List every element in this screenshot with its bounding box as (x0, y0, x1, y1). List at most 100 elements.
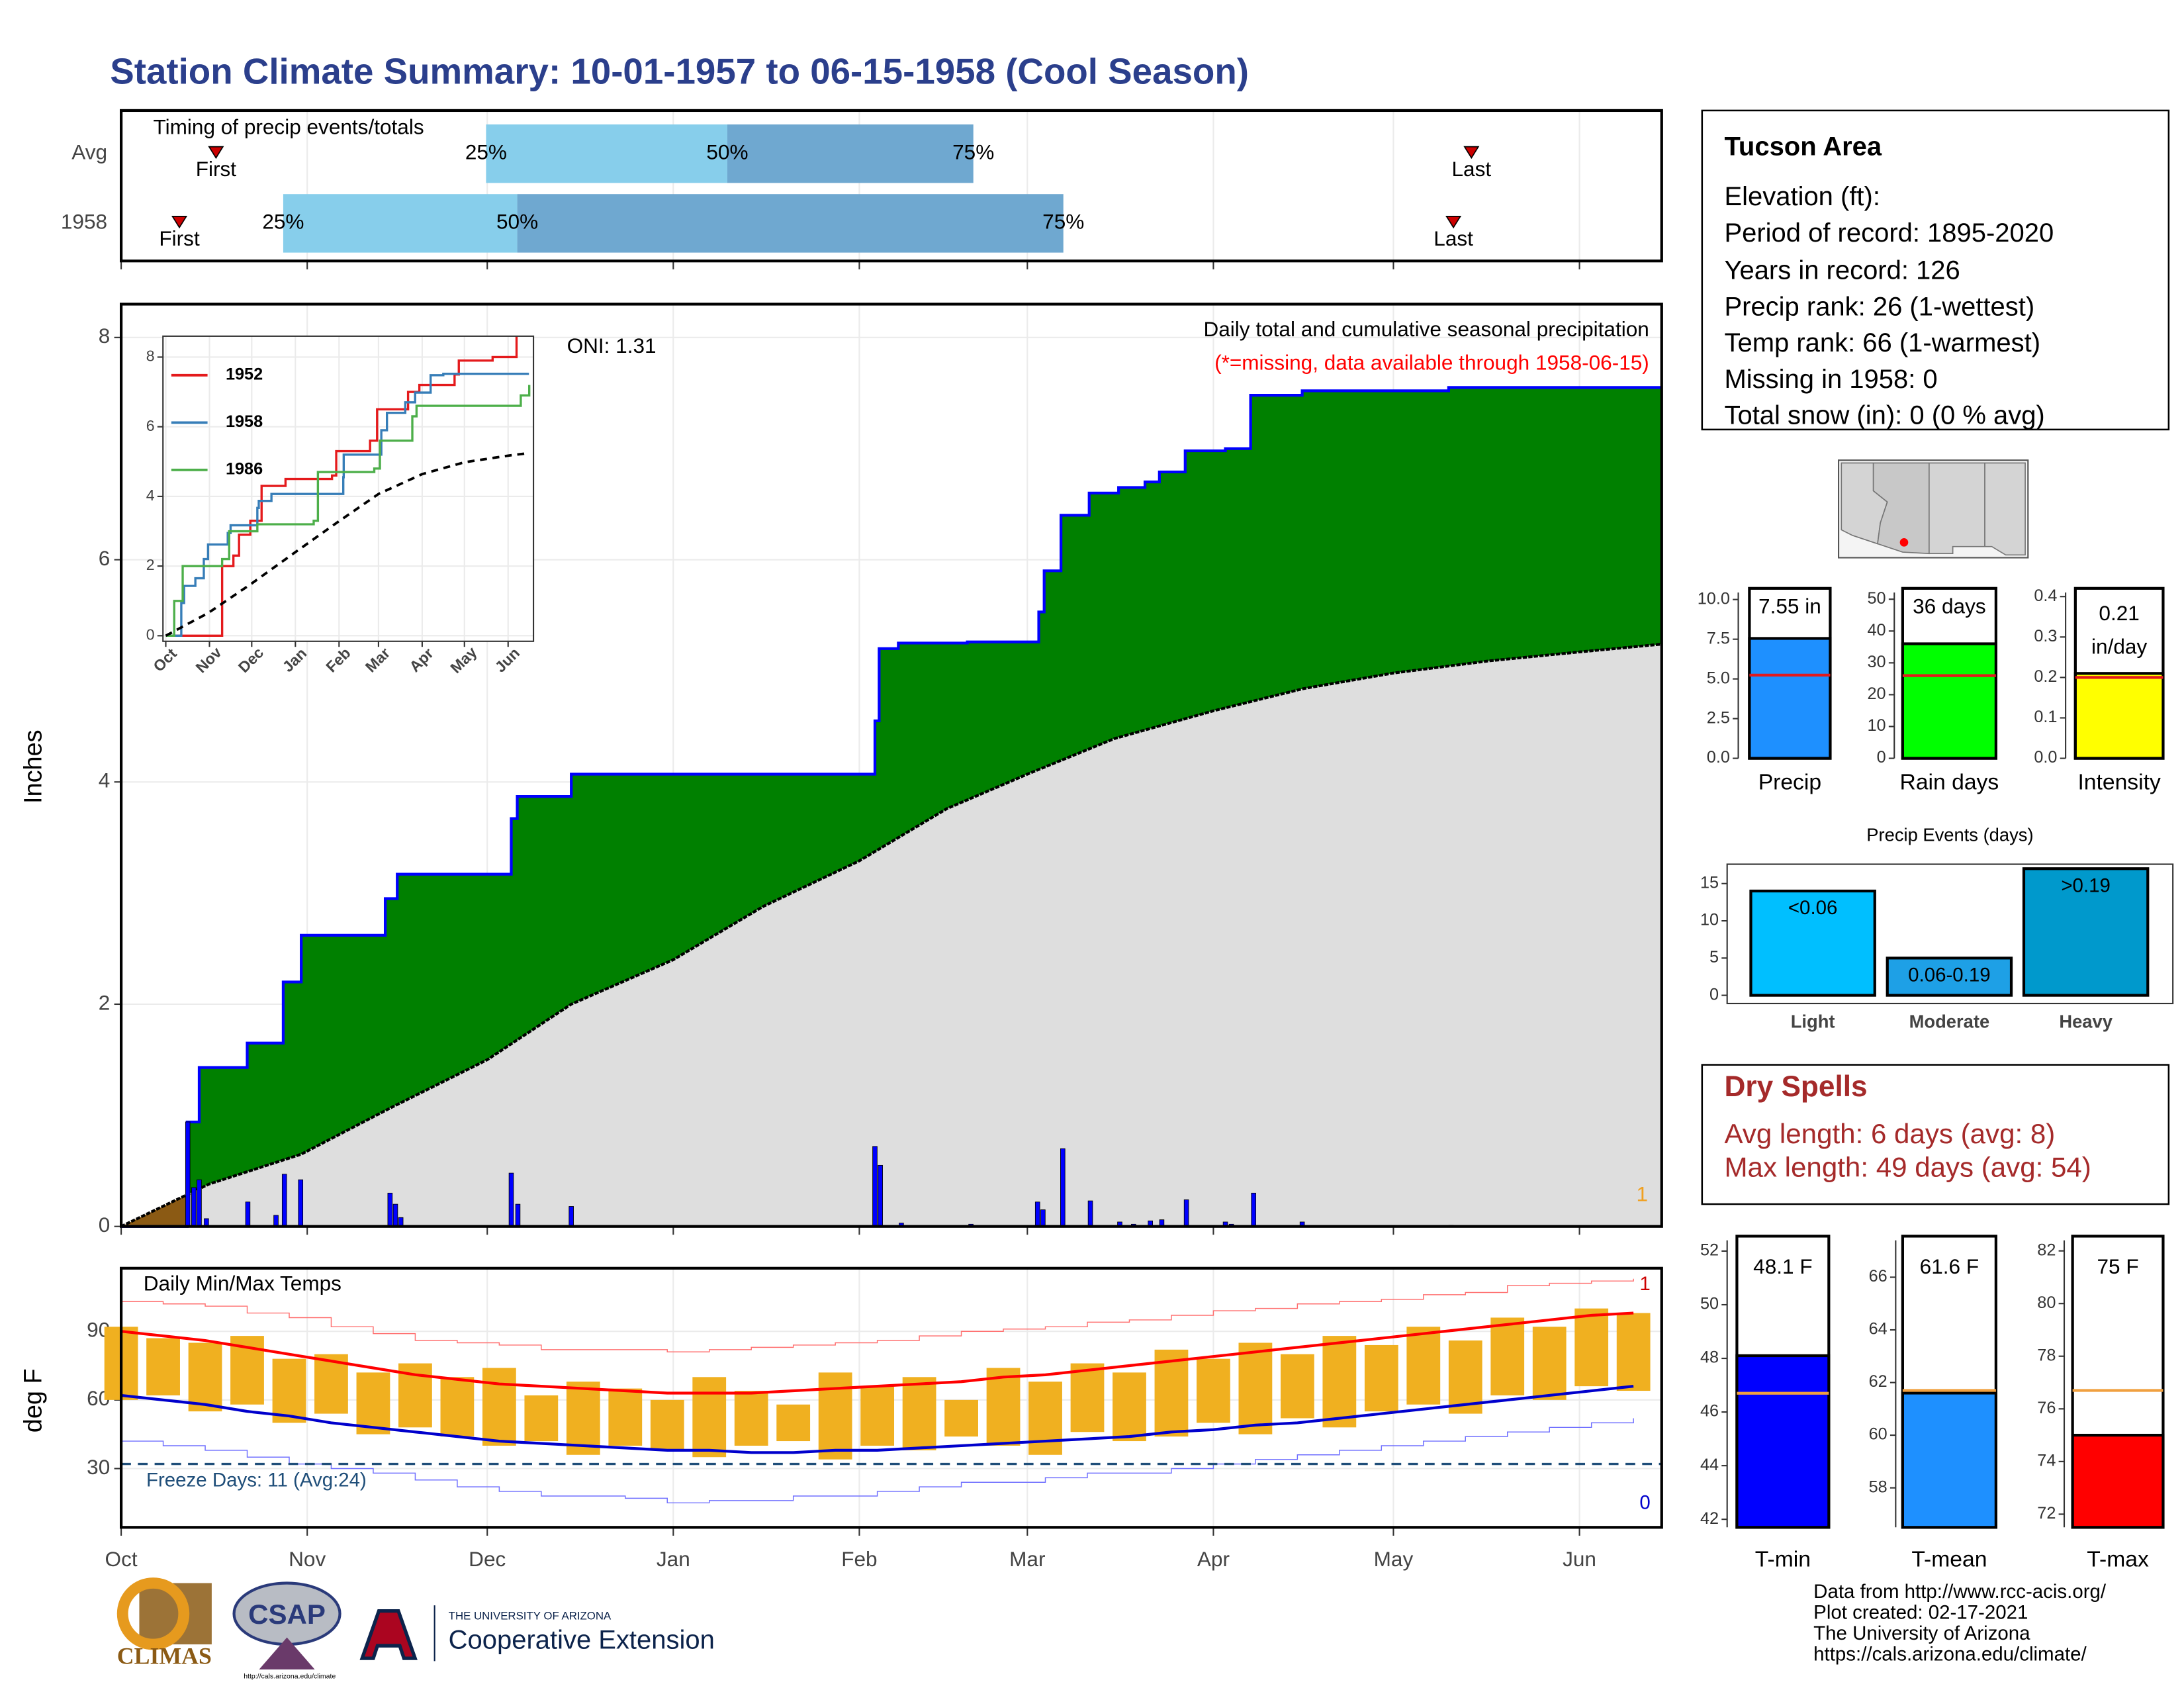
daily-bar (1060, 1148, 1066, 1227)
y-tick-label: 0 (1877, 748, 1886, 767)
temp-range-bar (1406, 1327, 1441, 1405)
y-tick-label: 40 (1868, 621, 1886, 639)
y-tick-label: 74 (2037, 1452, 2056, 1470)
series-line (165, 373, 529, 637)
temp-range-bar (272, 1358, 306, 1423)
y-tick-label: 0.3 (2034, 627, 2057, 645)
daily-bar (1087, 1200, 1093, 1227)
temp-range-bar (440, 1377, 475, 1437)
y-tick-label: 4 (146, 487, 155, 504)
category-label: Light (1791, 1011, 1835, 1032)
temp-range-bar (986, 1368, 1021, 1446)
daily-bar (1034, 1201, 1040, 1227)
bar (1901, 642, 1997, 760)
y-tick-label: 0 (1709, 985, 1719, 1004)
footer-line: Data from http://www.rcc-acis.org/ (1813, 1581, 2107, 1603)
daily-bar (392, 1203, 398, 1227)
y-tick-label: 0.2 (2034, 667, 2057, 686)
y-tick-label: 42 (1700, 1509, 1719, 1528)
marker-label: 50% (706, 140, 748, 164)
info-line: Total snow (in): 0 (0 % avg) (1724, 401, 2044, 430)
y-tick-label: 0.4 (2034, 586, 2057, 605)
event-marker (208, 146, 224, 160)
info-heading: Tucson Area (1724, 132, 1882, 161)
temp-range-bar (1197, 1358, 1230, 1423)
daily-bar (515, 1203, 521, 1227)
temp-line (121, 1418, 1634, 1504)
map-state (1984, 462, 2026, 556)
y-tick-label: 6 (146, 417, 155, 434)
bar (1735, 1354, 1831, 1529)
x-tick-label: Apr (1197, 1547, 1230, 1571)
marker-label: First (159, 226, 200, 250)
y-tick-label: 4 (99, 769, 111, 792)
y-axis-title: Inches (20, 729, 48, 804)
y-tick-label: 60 (1869, 1425, 1888, 1444)
y-tick-label: 80 (2037, 1293, 2056, 1312)
marker-label: 50% (496, 210, 538, 234)
y-tick-label: 52 (1700, 1241, 1719, 1260)
temp-range-bar (1616, 1313, 1651, 1391)
value-label: 61.6 F (1920, 1254, 1979, 1278)
page-title: Station Climate Summary: 10-01-1957 to 0… (110, 51, 1249, 92)
y-tick-label: 2 (99, 990, 111, 1014)
marker-label: First (196, 157, 237, 181)
temp-range-bar (1364, 1344, 1398, 1412)
y-tick-label: 2.5 (1707, 708, 1730, 727)
temp-range-bar (650, 1399, 684, 1450)
category-label: Precip (1758, 770, 1821, 794)
temp-range-bar (608, 1388, 643, 1446)
y-tick-label: 0 (99, 1213, 111, 1237)
temp-range-bar (1154, 1349, 1189, 1437)
y-tick-label: 72 (2037, 1504, 2056, 1523)
marker-label: 25% (262, 210, 304, 234)
y-tick-label: 64 (1869, 1320, 1888, 1338)
temp-range-bar (1490, 1317, 1525, 1395)
row-label: Avg (71, 140, 107, 164)
y-tick-label: 2 (146, 556, 155, 573)
y-tick-label: 15 (1700, 873, 1719, 892)
station-dot (1899, 538, 1909, 547)
y-tick-label: 5 (1709, 948, 1719, 966)
x-tick-label: Feb (841, 1547, 877, 1571)
event-marker (1463, 146, 1480, 160)
category-label: T-mean (1911, 1548, 1987, 1572)
logo-text: CLIMAS (117, 1642, 212, 1669)
temp-range-bar (860, 1386, 895, 1446)
info-line: Period of record: 1895-2020 (1724, 218, 2054, 248)
temp-range-bar (1448, 1340, 1482, 1414)
marker-label: Last (1433, 226, 1473, 250)
quartile-bar (517, 194, 1064, 253)
temp-range-bar (566, 1382, 600, 1455)
daily-bar (878, 1164, 883, 1227)
y-tick-label: 78 (2037, 1346, 2056, 1364)
temp-range-bar (692, 1377, 727, 1458)
daily-bar (387, 1192, 393, 1227)
y-tick-label: 8 (99, 324, 111, 348)
category-label: Moderate (1909, 1011, 1990, 1032)
logo-text: Cooperative Extension (449, 1625, 715, 1654)
category-label: Intensity (2077, 770, 2161, 794)
series-line (165, 451, 528, 637)
plot-border (119, 303, 1663, 1228)
temp-range-bar (902, 1377, 936, 1450)
dry-spells-heading: Dry Spells (1724, 1070, 1867, 1103)
y-tick-label: 0 (146, 626, 155, 643)
logo-shape (116, 1577, 190, 1650)
x-tick-label: Mar (1009, 1547, 1045, 1571)
y-tick-label: 0.0 (2034, 748, 2057, 767)
temp-line (120, 1385, 1634, 1454)
event-marker (1445, 216, 1462, 229)
x-tick-label: Jun (1563, 1547, 1596, 1571)
daily-bar (245, 1201, 251, 1227)
logo-text: THE UNIVERSITY OF ARIZONA (449, 1609, 612, 1622)
y-tick-label: 50 (1868, 589, 1886, 608)
quartile-bar (486, 124, 727, 183)
info-line: Missing in 1958: 0 (1724, 365, 1937, 394)
temp-line (120, 1311, 1634, 1395)
avg-area (121, 644, 1662, 1227)
legend-label: 1958 (226, 412, 263, 431)
temp-line (121, 1278, 1634, 1353)
